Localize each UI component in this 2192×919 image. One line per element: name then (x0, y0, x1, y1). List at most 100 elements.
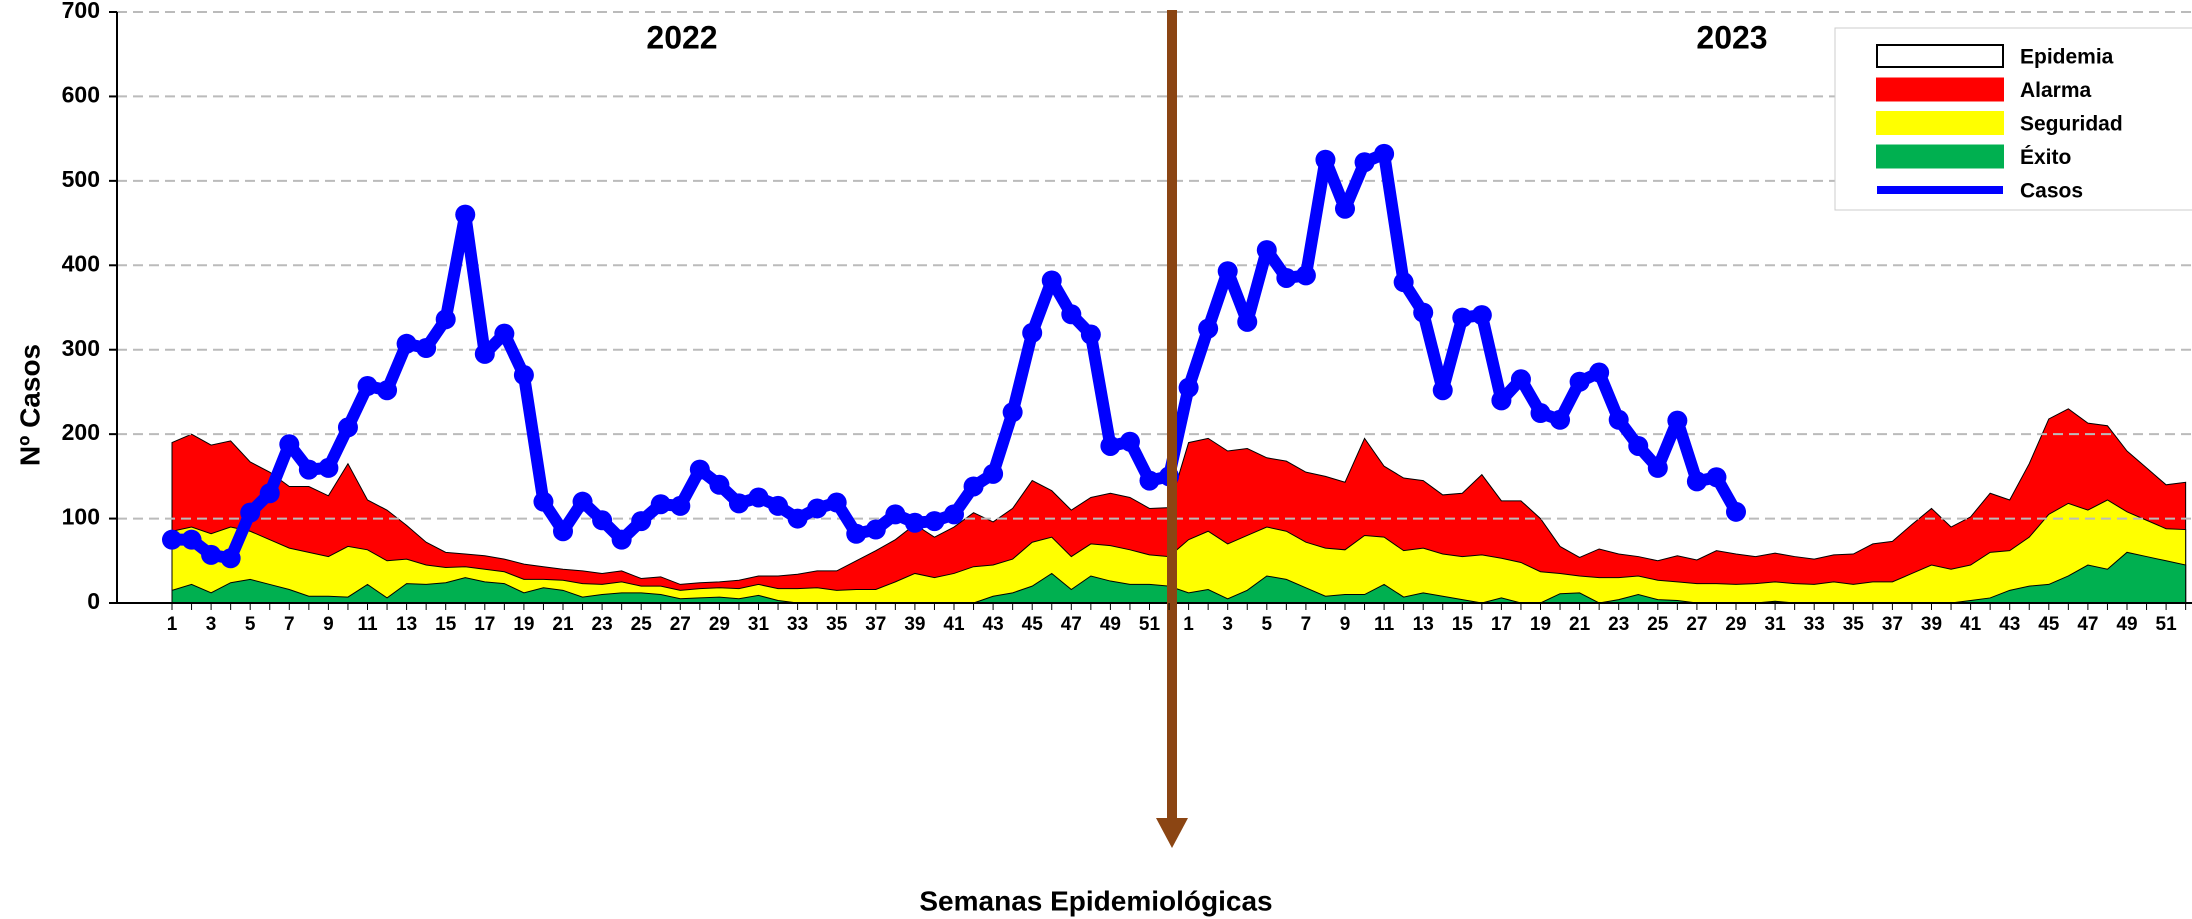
x-tick-label: 15 (435, 614, 457, 635)
x-tick-label: 25 (631, 614, 653, 635)
point (259, 483, 280, 504)
arrow-head (1156, 818, 1188, 848)
point (1080, 324, 1101, 345)
legend-swatch (1876, 77, 2004, 102)
point (416, 338, 437, 359)
x-tick-label: 13 (1413, 614, 1434, 635)
y-tick-label: 300 (62, 335, 100, 361)
y-tick-label: 400 (62, 250, 100, 276)
point (1667, 410, 1688, 431)
point (1510, 369, 1531, 390)
point (748, 487, 769, 508)
point (1061, 304, 1082, 325)
x-tick-label: 5 (1262, 614, 1273, 635)
x-tick-label: 51 (1139, 614, 1161, 635)
x-tick-label: 11 (357, 614, 378, 635)
point (1706, 467, 1727, 488)
x-tick-label: 47 (1061, 614, 1082, 635)
point (337, 417, 358, 438)
point (1100, 435, 1121, 456)
x-tick-label: 37 (1882, 614, 1903, 635)
x-tick-label: 29 (1725, 614, 1746, 635)
x-tick-label: 19 (513, 614, 534, 635)
legend-label: Epidemia (2020, 46, 2114, 69)
x-tick-label: 39 (1921, 614, 1942, 635)
point (807, 498, 828, 519)
x-tick-label: 17 (474, 614, 495, 635)
point (650, 494, 671, 515)
x-tick-label: 37 (865, 614, 886, 635)
area (171, 499, 2187, 604)
y-tick-label: 100 (62, 504, 100, 530)
legend: Epidemia Alarma Seguridad Éxito Casos (1834, 27, 2192, 211)
point (201, 544, 222, 565)
x-tick-label: 29 (709, 614, 730, 635)
x-tick-label: 9 (323, 614, 334, 635)
point (1608, 409, 1629, 430)
point (318, 457, 339, 478)
y-axis-title: Nº Casos (14, 344, 45, 466)
point (611, 529, 632, 550)
x-tick-label: 31 (748, 614, 770, 635)
point (1569, 371, 1590, 392)
point (1628, 435, 1649, 456)
x-tick-label: 49 (1100, 614, 1121, 635)
point (768, 495, 789, 516)
point (1432, 380, 1453, 401)
legend-label: Seguridad (2020, 113, 2123, 136)
point (983, 463, 1004, 484)
legend-swatch (1876, 44, 2004, 68)
y-tick-label: 700 (62, 0, 100, 23)
point (1471, 305, 1492, 326)
x-tick-label: 43 (1999, 614, 2020, 635)
area (171, 408, 2187, 604)
x-tick-label: 39 (904, 614, 925, 635)
x-tick-label: 1 (1183, 614, 1194, 635)
point (1119, 431, 1140, 452)
point (1295, 265, 1316, 286)
point (494, 323, 515, 344)
point (689, 459, 710, 480)
x-tick-label: 25 (1647, 614, 1669, 635)
x-tick-label: 19 (1530, 614, 1551, 635)
annotation: 2023 (1696, 19, 1767, 55)
legend-label: Casos (2020, 180, 2083, 203)
point (1198, 318, 1219, 339)
point (162, 529, 182, 550)
legend-label: Éxito (2020, 146, 2071, 169)
point (572, 491, 593, 512)
point (1276, 267, 1297, 288)
legend-swatch (1876, 144, 2004, 169)
point (787, 508, 808, 529)
point (885, 504, 906, 525)
x-tick-label: 21 (552, 614, 574, 635)
point (1491, 390, 1512, 411)
x-tick-label: 35 (1843, 614, 1865, 635)
x-tick-label: 3 (206, 614, 217, 635)
grid (117, 11, 2192, 520)
point (1315, 149, 1336, 170)
x-tick-label: 49 (2116, 614, 2137, 635)
point (1374, 143, 1395, 164)
point (298, 459, 319, 480)
point (865, 519, 886, 540)
point (1530, 403, 1551, 424)
legend-swatch (1876, 111, 2004, 135)
point (357, 376, 378, 397)
point (1139, 470, 1160, 491)
x-tick-label: 23 (592, 614, 613, 635)
point (1178, 377, 1199, 398)
point (904, 512, 925, 533)
legend-label: Alarma (2020, 79, 2092, 102)
x-tick-label: 41 (1960, 614, 1982, 635)
x-tick-label: 13 (396, 614, 417, 635)
x-tick-label: 41 (943, 614, 965, 635)
point (279, 434, 300, 455)
point (1393, 272, 1414, 293)
point (1686, 471, 1707, 492)
x-tick-label: 47 (2077, 614, 2098, 635)
point (709, 474, 730, 495)
point (1041, 270, 1062, 291)
x-tick-label: 45 (2038, 614, 2060, 635)
point (240, 502, 261, 523)
